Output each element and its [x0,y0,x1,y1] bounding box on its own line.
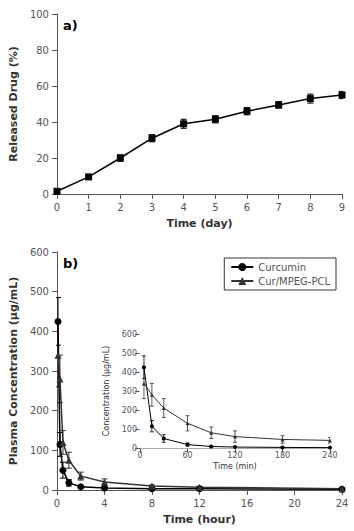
svg-text:600: 600 [30,247,49,258]
svg-text:a): a) [63,18,78,33]
svg-text:4: 4 [180,202,186,213]
svg-text:Concentration (μg/mL): Concentration (μg/mL) [102,346,111,437]
svg-text:Plasma Concentration (μg/mL): Plasma Concentration (μg/mL) [7,277,20,466]
svg-text:200: 200 [122,406,137,415]
svg-text:100: 100 [30,9,49,20]
svg-text:60: 60 [182,451,192,460]
svg-text:1: 1 [85,202,91,213]
svg-text:240: 240 [322,451,337,460]
svg-text:24: 24 [336,498,349,509]
svg-text:9: 9 [339,202,345,213]
svg-text:20: 20 [36,153,49,164]
svg-text:500: 500 [122,349,137,358]
svg-text:Curcumin: Curcumin [258,262,306,273]
svg-text:16: 16 [241,498,254,509]
svg-text:5: 5 [212,202,218,213]
svg-text:3: 3 [149,202,155,213]
svg-text:0: 0 [54,498,60,509]
svg-text:8: 8 [307,202,313,213]
svg-text:0: 0 [132,444,137,453]
svg-text:600: 600 [122,330,137,339]
svg-text:100: 100 [30,445,49,456]
svg-text:Time (hour): Time (hour) [163,513,236,526]
svg-text:6: 6 [244,202,250,213]
svg-text:Cur/MPEG-PCL: Cur/MPEG-PCL [258,276,330,287]
svg-text:20: 20 [288,498,301,509]
svg-text:0: 0 [43,189,49,200]
svg-text:500: 500 [30,286,49,297]
svg-text:60: 60 [36,81,49,92]
svg-text:120: 120 [227,451,242,460]
svg-text:Time (day): Time (day) [166,217,232,230]
svg-text:200: 200 [30,405,49,416]
svg-text:12: 12 [193,498,206,509]
svg-text:300: 300 [30,366,49,377]
svg-text:0: 0 [54,202,60,213]
svg-text:400: 400 [122,368,137,377]
svg-text:80: 80 [36,45,49,56]
svg-text:100: 100 [122,425,137,434]
svg-text:180: 180 [275,451,290,460]
svg-text:400: 400 [30,326,49,337]
svg-text:4: 4 [101,498,107,509]
svg-text:8: 8 [149,498,155,509]
svg-text:b): b) [63,256,78,271]
svg-text:300: 300 [122,387,137,396]
svg-text:40: 40 [36,117,49,128]
svg-text:0: 0 [137,451,142,460]
svg-text:Released Drug (%): Released Drug (%) [7,46,20,161]
svg-text:2: 2 [117,202,123,213]
svg-text:0: 0 [43,485,49,496]
svg-text:Time (min): Time (min) [212,462,256,471]
svg-text:7: 7 [275,202,281,213]
